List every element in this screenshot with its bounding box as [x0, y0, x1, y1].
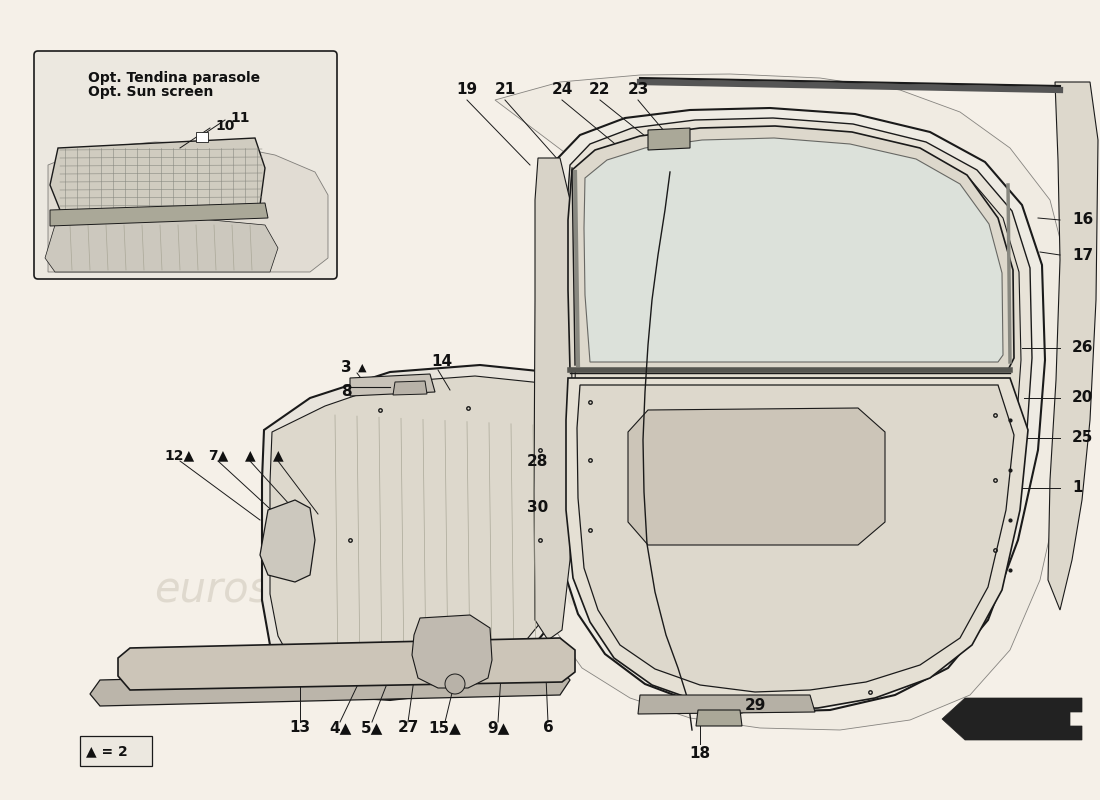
Polygon shape — [584, 138, 1003, 362]
Polygon shape — [534, 158, 572, 640]
Text: 6: 6 — [542, 721, 553, 735]
Text: 16: 16 — [1072, 213, 1093, 227]
Text: 10: 10 — [214, 119, 234, 133]
Text: 29: 29 — [745, 698, 766, 714]
Text: 15▲: 15▲ — [429, 721, 461, 735]
Text: 21: 21 — [494, 82, 516, 98]
Text: 20: 20 — [1072, 390, 1093, 406]
FancyBboxPatch shape — [80, 736, 152, 766]
Text: 19: 19 — [456, 82, 477, 98]
Polygon shape — [566, 378, 1028, 710]
Text: 26: 26 — [1072, 341, 1093, 355]
Polygon shape — [568, 126, 1014, 370]
Polygon shape — [648, 128, 690, 150]
Text: 14: 14 — [431, 354, 452, 370]
Text: 1: 1 — [1072, 481, 1082, 495]
Text: 27: 27 — [397, 721, 419, 735]
Polygon shape — [393, 381, 427, 395]
Text: 22: 22 — [590, 82, 610, 98]
Text: eurospares: eurospares — [532, 364, 827, 416]
Text: 8: 8 — [341, 385, 352, 399]
Text: 9▲: 9▲ — [487, 721, 509, 735]
Text: 5▲: 5▲ — [361, 721, 383, 735]
Polygon shape — [495, 74, 1070, 730]
Polygon shape — [262, 365, 560, 700]
Polygon shape — [50, 138, 265, 215]
Polygon shape — [628, 408, 886, 545]
Text: eurospares: eurospares — [532, 564, 827, 616]
Text: 7▲: 7▲ — [208, 448, 228, 462]
Text: 25: 25 — [1072, 430, 1093, 446]
Text: 24: 24 — [551, 82, 573, 98]
Polygon shape — [1048, 82, 1098, 610]
Text: Opt. Sun screen: Opt. Sun screen — [88, 85, 213, 99]
Text: 12▲: 12▲ — [165, 448, 195, 462]
Text: ▲ = 2: ▲ = 2 — [86, 744, 128, 758]
Text: 4▲: 4▲ — [329, 721, 351, 735]
Polygon shape — [118, 638, 575, 690]
Polygon shape — [942, 698, 1082, 740]
Polygon shape — [350, 374, 434, 396]
Polygon shape — [45, 218, 278, 272]
Polygon shape — [638, 695, 815, 714]
Polygon shape — [556, 108, 1045, 712]
Polygon shape — [90, 668, 570, 706]
Polygon shape — [575, 130, 1021, 689]
Text: 17: 17 — [1072, 247, 1093, 262]
Text: ▲: ▲ — [273, 448, 284, 462]
Polygon shape — [563, 118, 1032, 699]
Text: ▲: ▲ — [358, 363, 366, 373]
Text: 28: 28 — [527, 454, 548, 470]
Text: 18: 18 — [690, 746, 711, 762]
Text: 11: 11 — [230, 111, 250, 125]
Text: 3: 3 — [341, 361, 352, 375]
Circle shape — [446, 674, 465, 694]
Polygon shape — [578, 385, 1014, 692]
Text: eurospares: eurospares — [154, 569, 386, 611]
Polygon shape — [50, 203, 268, 226]
Polygon shape — [196, 132, 208, 142]
Polygon shape — [696, 710, 742, 726]
Text: 30: 30 — [527, 501, 548, 515]
Text: 13: 13 — [289, 721, 310, 735]
FancyBboxPatch shape — [34, 51, 337, 279]
Polygon shape — [260, 500, 315, 582]
Polygon shape — [412, 615, 492, 688]
Text: 23: 23 — [627, 82, 649, 98]
Polygon shape — [48, 142, 328, 272]
Text: ▲: ▲ — [244, 448, 255, 462]
Text: Opt. Tendina parasole: Opt. Tendina parasole — [88, 71, 260, 85]
Polygon shape — [270, 376, 552, 688]
